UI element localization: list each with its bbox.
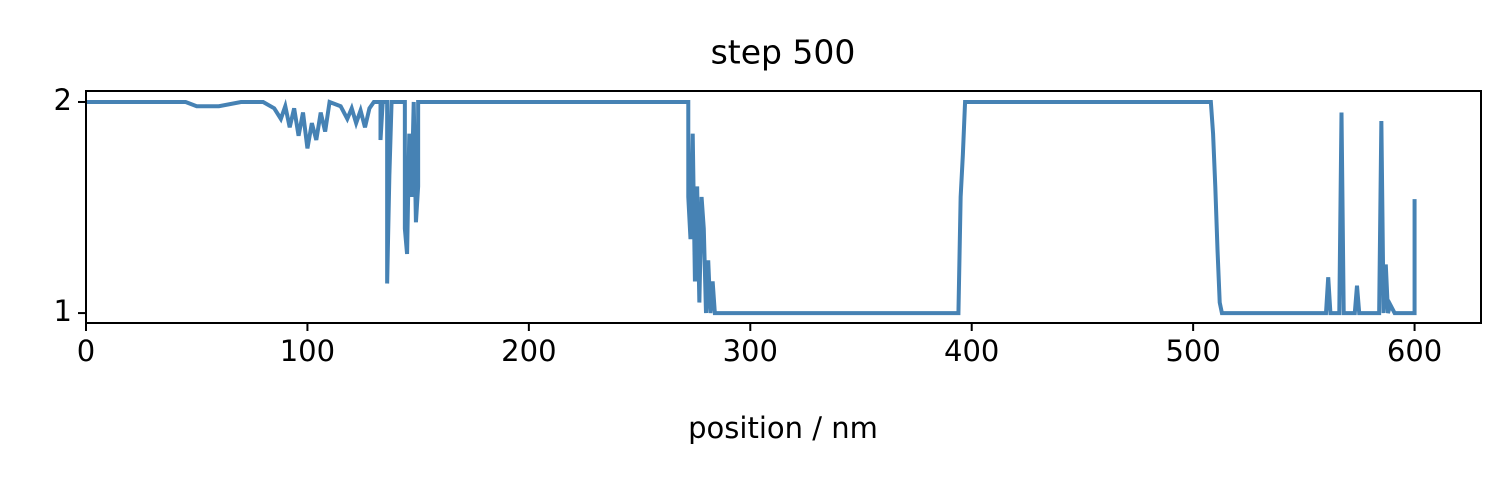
y-tick-label: 2 xyxy=(54,83,72,117)
plot-frame xyxy=(85,90,1482,324)
data-line xyxy=(86,98,1417,316)
x-tick-label: 400 xyxy=(944,334,999,368)
x-tick-label: 100 xyxy=(280,334,335,368)
chart-title: step 500 xyxy=(711,33,856,72)
x-tick-label: 500 xyxy=(1165,334,1220,368)
y-tick-label: 1 xyxy=(54,294,72,328)
x-tick-label: 300 xyxy=(723,334,778,368)
x-tick-label: 200 xyxy=(501,334,556,368)
x-tick-label: 600 xyxy=(1387,334,1442,368)
x-tick-label: 0 xyxy=(77,334,95,368)
x-axis-label: position / nm xyxy=(688,411,878,445)
